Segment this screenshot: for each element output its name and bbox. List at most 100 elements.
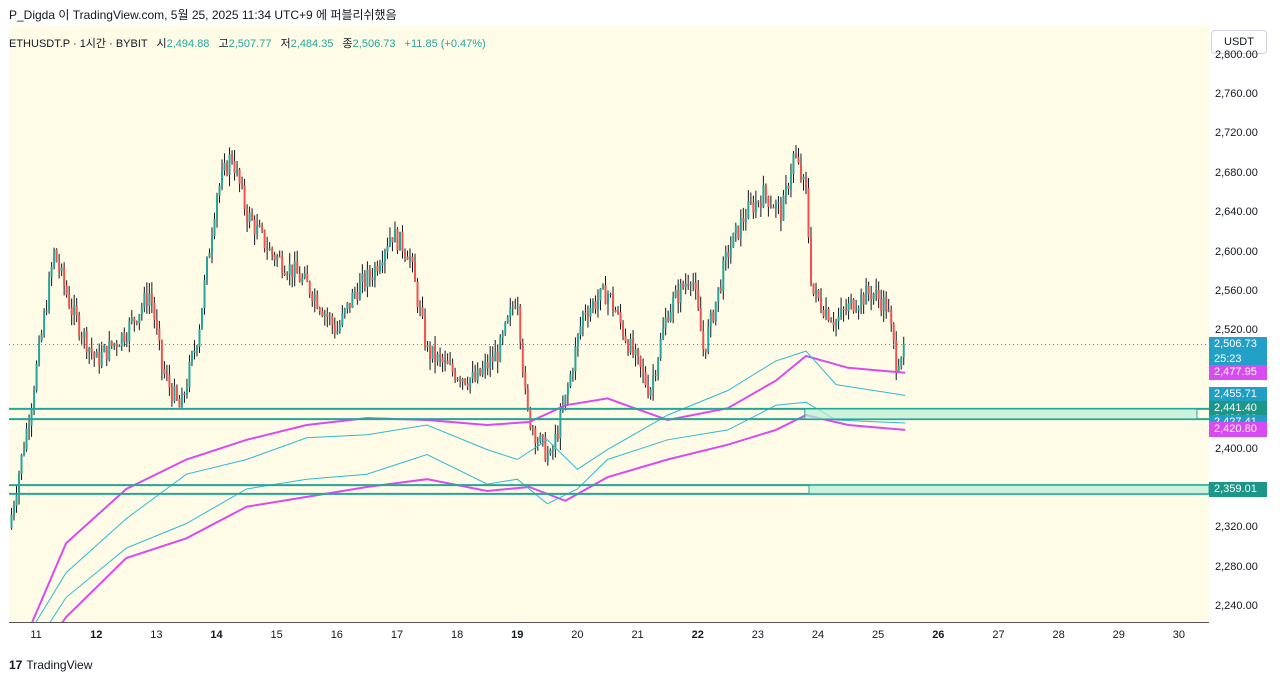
- candle-body: [559, 410, 562, 439]
- candle-body: [664, 317, 667, 329]
- zone-lower-box[interactable]: [808, 484, 1209, 495]
- candle-body: [556, 434, 559, 439]
- candle-body: [273, 254, 276, 261]
- candle-body: [704, 348, 707, 353]
- candle-body: [727, 251, 730, 257]
- candle-body: [286, 274, 289, 276]
- candle-body: [108, 340, 111, 360]
- candle-body: [872, 293, 875, 300]
- candle-body: [544, 436, 547, 461]
- candle-body: [887, 309, 890, 312]
- candle-body: [662, 328, 665, 339]
- time-tick-label: 21: [631, 629, 644, 641]
- candle-body: [684, 283, 687, 288]
- price-tick-label: 2,240.00: [1215, 600, 1258, 613]
- candle-body: [25, 428, 28, 450]
- candle-body: [574, 346, 577, 372]
- candle-body: [895, 340, 898, 372]
- zone-upper-box[interactable]: [804, 408, 1198, 420]
- price-tick-label: 2,760.00: [1215, 87, 1258, 100]
- price-tick-label: 2,320.00: [1215, 521, 1258, 534]
- candle-body: [449, 363, 452, 365]
- chart-pane[interactable]: [9, 26, 1209, 622]
- candle-body: [138, 314, 141, 324]
- candle-body: [652, 374, 655, 390]
- candle-body: [424, 316, 427, 348]
- candle-body: [120, 333, 123, 347]
- candle-body: [60, 267, 63, 271]
- candle-body: [554, 434, 557, 450]
- candle-body: [426, 345, 429, 348]
- candle-body: [576, 334, 579, 347]
- candle-body: [148, 293, 151, 306]
- candle-body: [564, 394, 567, 407]
- time-tick-label: 25: [872, 629, 885, 641]
- candle-body: [276, 256, 279, 261]
- candle-body: [40, 333, 43, 341]
- candle-body: [78, 315, 81, 337]
- candle-body: [33, 390, 36, 409]
- candle-body: [203, 280, 206, 309]
- candle-body: [115, 343, 118, 347]
- candle-body: [569, 374, 572, 387]
- candle-body: [890, 309, 893, 325]
- candle-body: [714, 301, 717, 322]
- change-value: +11.85 (+0.47%): [404, 38, 486, 50]
- candle-body: [609, 293, 612, 295]
- time-tick-label: 28: [1052, 629, 1065, 641]
- candle-body: [659, 338, 662, 359]
- candle-body: [346, 302, 349, 309]
- currency-unit-button[interactable]: USDT: [1211, 30, 1267, 54]
- candle-body: [118, 346, 121, 348]
- candle-body: [328, 316, 331, 318]
- candle-body: [825, 308, 828, 317]
- open-value: 2,494.88: [166, 38, 210, 50]
- candle-body: [526, 388, 529, 409]
- candle-body: [168, 375, 171, 388]
- candle-body: [363, 273, 366, 287]
- candle-body: [336, 331, 339, 334]
- candle-body: [855, 310, 858, 312]
- symbol-info[interactable]: ETHUSDT.P · 1시간 · BYBIT: [9, 38, 148, 50]
- candle-body: [486, 362, 489, 369]
- publish-caption: P_Digda 이 TradingView.com, 5월 25, 2025 1…: [9, 8, 397, 22]
- candle-body: [712, 312, 715, 322]
- candle-body: [150, 293, 153, 303]
- candle-body: [476, 368, 479, 381]
- candle-body: [639, 356, 642, 368]
- candle-body: [764, 185, 767, 197]
- candle-body: [436, 354, 439, 362]
- symbol-legend: ETHUSDT.P · 1시간 · BYBIT 시2,494.88 고2,507…: [9, 35, 486, 51]
- candle-body: [496, 351, 499, 362]
- candle-body: [133, 317, 136, 322]
- candle-body: [687, 283, 690, 286]
- candle-body: [546, 453, 549, 461]
- candle-body: [794, 153, 797, 158]
- candle-body: [566, 386, 569, 395]
- price-chart[interactable]: [9, 26, 1209, 622]
- candle-body: [802, 176, 805, 180]
- price-tick-label: 2,400.00: [1215, 442, 1258, 455]
- candle-body: [850, 299, 853, 304]
- candle-body: [644, 372, 647, 385]
- candle-body: [444, 360, 447, 363]
- candle-body: [719, 287, 722, 292]
- candle-body: [689, 284, 692, 286]
- candle-body: [253, 219, 256, 235]
- candle-body: [190, 352, 193, 362]
- candle-body: [373, 265, 376, 280]
- time-axis[interactable]: [9, 622, 1209, 649]
- candle-body: [223, 162, 226, 171]
- candle-body: [63, 267, 66, 286]
- candle-body: [50, 266, 53, 278]
- candle-body: [170, 387, 173, 402]
- candle-body: [837, 316, 840, 322]
- price-axis[interactable]: [1209, 26, 1271, 622]
- candle-body: [409, 256, 412, 260]
- candle-body: [754, 201, 757, 213]
- candle-body: [862, 294, 865, 305]
- candle-body: [551, 449, 554, 451]
- candle-body: [880, 298, 883, 312]
- candle-body: [351, 292, 354, 308]
- candle-body: [601, 285, 604, 289]
